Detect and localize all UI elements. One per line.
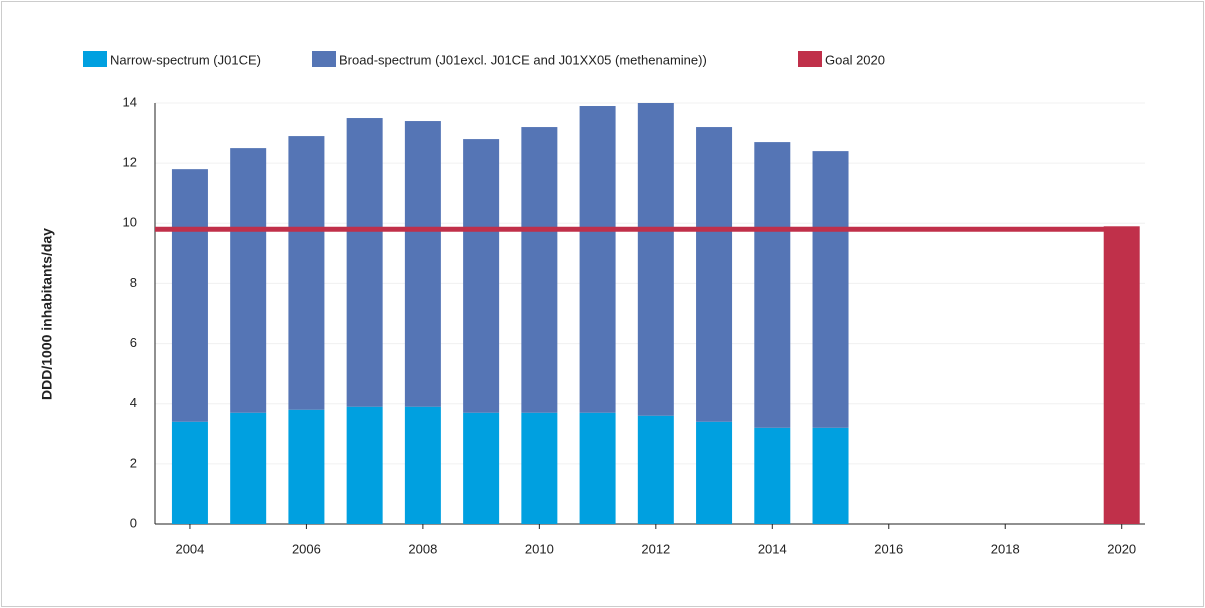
- bar-segment: [812, 151, 849, 428]
- y-tick-label: 14: [123, 94, 137, 109]
- x-tick-label: 2016: [874, 541, 903, 556]
- bar-segment: [404, 121, 441, 407]
- y-tick-label: 0: [130, 515, 137, 530]
- bar-segment: [463, 139, 500, 413]
- bar-segment: [754, 427, 791, 524]
- bar-segment: [463, 412, 500, 524]
- legend-swatch: [798, 51, 822, 67]
- x-tick-label: 2014: [758, 541, 787, 556]
- legend-label: Narrow-spectrum (J01CE): [110, 52, 261, 67]
- bar-segment: [521, 127, 558, 413]
- bar-segment: [1103, 226, 1140, 525]
- y-tick-label: 10: [123, 215, 137, 230]
- bar-segment: [230, 148, 267, 413]
- bar-segment: [521, 412, 558, 524]
- y-tick-label: 2: [130, 455, 137, 470]
- bar-segment: [696, 127, 733, 422]
- bar-segment: [579, 412, 616, 524]
- bar-segment: [754, 142, 791, 428]
- bar-segment: [171, 421, 208, 524]
- x-tick-label: 2004: [175, 541, 204, 556]
- y-tick-label: 6: [130, 335, 137, 350]
- legend-label: Broad-spectrum (J01excl. J01CE and J01XX…: [339, 52, 707, 67]
- x-tick-label: 2012: [641, 541, 670, 556]
- y-axis-label: DDD/1000 inhabitants/day: [39, 228, 55, 400]
- legend-label: Goal 2020: [825, 52, 885, 67]
- x-tick-label: 2018: [991, 541, 1020, 556]
- x-tick-label: 2008: [408, 541, 437, 556]
- legend-swatch: [83, 51, 107, 67]
- bar-segment: [171, 169, 208, 422]
- y-tick-label: 8: [130, 275, 137, 290]
- bar-segment: [288, 409, 325, 524]
- y-tick-label: 4: [130, 395, 137, 410]
- bar-segment: [346, 118, 383, 407]
- bar-segment: [404, 406, 441, 524]
- x-tick-label: 2010: [525, 541, 554, 556]
- bar-segment: [230, 412, 267, 524]
- bar-segment: [346, 406, 383, 524]
- bar-segment: [288, 136, 325, 410]
- y-tick-label: 12: [123, 155, 137, 170]
- x-tick-label: 2006: [292, 541, 321, 556]
- bar-segment: [637, 415, 674, 524]
- legend-swatch: [312, 51, 336, 67]
- bar-segment: [812, 427, 849, 524]
- x-tick-label: 2020: [1107, 541, 1136, 556]
- bar-segment: [579, 106, 616, 413]
- bar-segment: [637, 103, 674, 416]
- bar-segment: [696, 421, 733, 524]
